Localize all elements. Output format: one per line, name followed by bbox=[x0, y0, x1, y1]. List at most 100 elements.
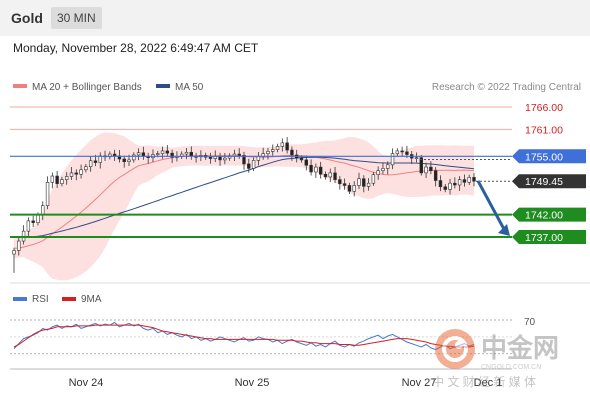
legend-ma50-swatch bbox=[156, 84, 170, 88]
price-level-label: 1742.00 bbox=[525, 210, 563, 222]
bollinger-band bbox=[14, 132, 474, 281]
candle-body bbox=[448, 182, 452, 190]
candle-body bbox=[371, 174, 376, 184]
candle-body bbox=[433, 170, 438, 181]
credit-text: Research © 2022 Trading Central bbox=[432, 82, 581, 93]
candle-body bbox=[318, 166, 323, 175]
candle-body bbox=[12, 250, 16, 255]
candle-body bbox=[333, 172, 337, 180]
candle-body bbox=[467, 177, 471, 183]
candle-body bbox=[405, 151, 409, 155]
candle-body bbox=[285, 142, 289, 151]
chart-header: Gold 30 MIN bbox=[0, 0, 590, 36]
legend-ma20-swatch bbox=[13, 84, 27, 88]
candle-body bbox=[395, 150, 400, 154]
candle-body bbox=[400, 150, 404, 153]
candle-body bbox=[136, 152, 141, 156]
watermark-swirl-dot bbox=[455, 341, 463, 349]
price-level-tag bbox=[512, 149, 586, 164]
legend-ma20-label: MA 20 + Bollinger Bands bbox=[32, 82, 142, 93]
candle-body bbox=[84, 166, 88, 171]
watermark-domain: CNGOLD.COM.CN bbox=[481, 364, 541, 371]
candle-body bbox=[17, 240, 21, 251]
candle-body bbox=[376, 170, 380, 175]
candle-body bbox=[184, 151, 189, 155]
legend-9ma-swatch bbox=[62, 297, 76, 301]
price-level-label: 1755.00 bbox=[525, 151, 563, 163]
forecast-arrowhead bbox=[498, 224, 510, 236]
price-levels: 1766.00 1761.00 1755.00 1749.45 1742.00 1737.… bbox=[10, 102, 586, 244]
candle-body bbox=[112, 153, 117, 157]
candle-body bbox=[390, 153, 395, 166]
timestamp: Monday, November 28, 2022 6:49:47 AM CET bbox=[13, 41, 259, 55]
price-level-tag bbox=[512, 207, 586, 222]
candle-body bbox=[165, 150, 170, 154]
price-level-label: 1737.00 bbox=[525, 232, 563, 244]
watermark-swirl bbox=[442, 336, 468, 362]
price-level-label: 1761.00 bbox=[525, 124, 563, 136]
candle-body bbox=[386, 164, 390, 169]
candle-body bbox=[45, 182, 50, 206]
price-plot bbox=[12, 132, 476, 281]
candle-body bbox=[189, 151, 193, 157]
candle-body bbox=[338, 179, 342, 184]
rsi-plot bbox=[10, 319, 512, 355]
watermark-logo: 中金网 CNGOLD.COM.CN 中 文 财 经 新 媒 体 bbox=[432, 329, 559, 389]
candle-body bbox=[414, 157, 419, 159]
candle-body bbox=[309, 164, 313, 173]
candle-body bbox=[299, 157, 304, 161]
candle-body bbox=[438, 180, 443, 188]
candle-body bbox=[275, 146, 280, 150]
candle-body bbox=[242, 155, 246, 165]
watermark-brand: 中金网 bbox=[481, 333, 559, 363]
candle-body bbox=[419, 157, 423, 174]
candle-body bbox=[26, 220, 31, 232]
forecast-arrow bbox=[476, 180, 507, 232]
candle-body bbox=[88, 160, 93, 167]
rsi-ma-line bbox=[13, 324, 475, 348]
candle-body bbox=[208, 156, 213, 159]
price-level-label: 1749.45 bbox=[525, 176, 563, 188]
candle-body bbox=[290, 149, 294, 156]
candle-body bbox=[170, 152, 174, 158]
candle-body bbox=[256, 156, 261, 161]
candle-body bbox=[122, 158, 126, 162]
candle-body bbox=[79, 169, 83, 175]
candle-body bbox=[462, 179, 467, 183]
candle-body bbox=[266, 151, 270, 154]
candle-body bbox=[156, 153, 160, 155]
price-level-tag bbox=[512, 174, 586, 189]
x-tick-label: Nov 25 bbox=[235, 377, 270, 389]
legend-ma50-label: MA 50 bbox=[175, 82, 204, 93]
legend-9ma-label: 9MA bbox=[81, 294, 102, 305]
candle-body bbox=[443, 186, 447, 190]
candle-body bbox=[93, 160, 98, 163]
candle-body bbox=[223, 157, 227, 161]
ma50-line bbox=[14, 156, 475, 238]
candle-body bbox=[31, 220, 35, 223]
legend-rsi-swatch bbox=[13, 297, 27, 301]
candle-body bbox=[127, 159, 131, 162]
candle-body bbox=[232, 153, 237, 157]
candle-body bbox=[357, 178, 361, 186]
candle-body bbox=[342, 183, 347, 186]
candle-body bbox=[453, 182, 457, 186]
timeframe-badge[interactable]: 30 MIN bbox=[51, 7, 102, 29]
candle-body bbox=[271, 149, 275, 152]
candle-body bbox=[60, 179, 64, 184]
legend-rsi-label: RSI bbox=[32, 294, 49, 305]
candle-body bbox=[366, 182, 371, 187]
candle-body bbox=[160, 150, 165, 154]
rsi-level-label: 70 bbox=[524, 317, 536, 328]
candle-body bbox=[237, 153, 241, 156]
candle-body bbox=[280, 142, 285, 147]
candle-body bbox=[457, 179, 462, 186]
watermark-coin-icon bbox=[435, 329, 475, 369]
price-level-label: 1766.00 bbox=[525, 102, 563, 114]
candle-body bbox=[381, 168, 385, 171]
candle-body bbox=[352, 185, 356, 192]
candle-body bbox=[74, 172, 78, 175]
candle-body bbox=[304, 159, 308, 166]
